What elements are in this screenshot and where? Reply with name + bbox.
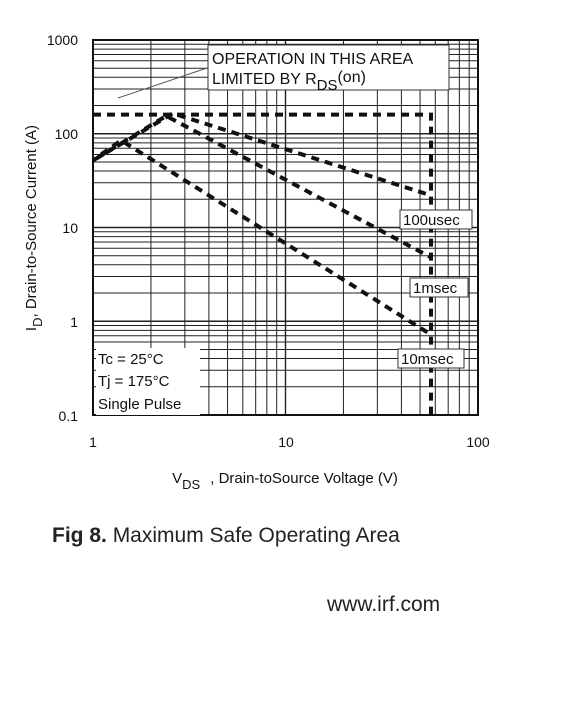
y-axis-label: ID, Drain-to-Source Current (A)	[23, 125, 45, 331]
figure-caption: Fig 8. Maximum Safe Operating Area	[52, 524, 400, 548]
figure-label: Fig 8.	[52, 524, 107, 547]
plot-frame	[92, 39, 479, 416]
condition-tc: Tc = 25°C	[98, 351, 164, 368]
series-layer	[91, 111, 433, 415]
svg-text:10msec: 10msec	[401, 351, 454, 368]
y-tick-label: 1	[70, 314, 78, 330]
operation-limit-annotation: OPERATION IN THIS AREA LIMITED BY RDS(on…	[117, 44, 450, 99]
series-line-1msec	[96, 113, 432, 260]
curve-label-10msec: 10msec	[397, 348, 465, 369]
y-tick-label: 1000	[47, 32, 78, 48]
x-tick-label: 10	[278, 434, 294, 450]
annotation-line1: OPERATION IN THIS AREA	[212, 51, 414, 68]
conditions-box: Tc = 25°C Tj = 175°C Single Pulse	[96, 348, 200, 415]
figure-title: Maximum Safe Operating Area	[112, 524, 400, 547]
svg-text:1msec: 1msec	[413, 280, 458, 297]
annotation-line2: LIMITED BY RDS(on)	[212, 69, 366, 94]
series-line-10msec	[99, 138, 433, 337]
svg-text:100usec: 100usec	[403, 212, 460, 229]
condition-tj: Tj = 175°C	[98, 373, 170, 390]
x-tick-label: 1	[89, 434, 97, 450]
y-tick-label: 10	[62, 220, 78, 236]
y-tick-label: 0.1	[59, 408, 79, 424]
curve-label-100usec: 100usec	[399, 209, 473, 230]
website-url: www.irf.com	[327, 593, 441, 616]
condition-single-pulse: Single Pulse	[98, 396, 181, 413]
safe-operating-area-chart: 1000 100 10 1 0.1 1 10 100 VDS, Drain-to…	[23, 32, 490, 492]
x-axis-label: VDS, Drain-toSource Voltage (V)	[172, 470, 398, 492]
annotation-leader	[117, 67, 208, 99]
x-tick-label: 100	[466, 434, 490, 450]
curve-label-1msec: 1msec	[409, 277, 469, 298]
series-line-limit	[93, 112, 433, 415]
series-line-100usec	[91, 111, 432, 198]
y-tick-label: 100	[55, 126, 79, 142]
